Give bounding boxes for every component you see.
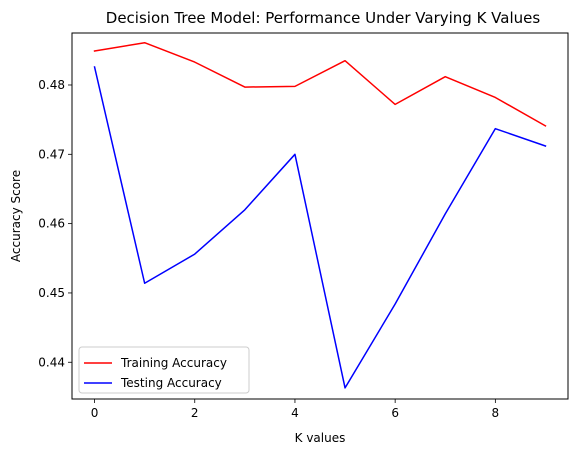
chart-title: Decision Tree Model: Performance Under V… <box>106 9 541 27</box>
y-tick-label: 0.48 <box>38 78 65 92</box>
x-axis-label: K values <box>295 431 346 445</box>
y-tick-label: 0.44 <box>38 355 65 369</box>
series-line-2 <box>93 66 547 389</box>
legend-box <box>78 346 250 394</box>
y-tick-label: 0.46 <box>38 217 65 231</box>
x-axis-ticks: 0 2 4 6 8 <box>91 399 499 420</box>
plot-lines <box>93 41 547 389</box>
x-tick-label: 8 <box>492 406 500 420</box>
legend: Training Accuracy Testing Accuracy <box>78 346 250 394</box>
x-tick-label: 2 <box>191 406 199 420</box>
y-tick-label: 0.45 <box>38 286 65 300</box>
x-tick-label: 4 <box>291 406 299 420</box>
legend-label-1: Training Accuracy <box>120 356 227 370</box>
y-axis-ticks: 0.44 0.45 0.46 0.47 0.48 <box>38 78 72 369</box>
y-axis-label: Accuracy Score <box>9 170 23 262</box>
plot-frame <box>71 32 569 400</box>
y-tick-label: 0.47 <box>38 147 65 161</box>
x-tick-label: 6 <box>391 406 399 420</box>
legend-label-2: Testing Accuracy <box>120 376 222 390</box>
series-line-1 <box>93 41 547 127</box>
x-tick-label: 0 <box>91 406 99 420</box>
